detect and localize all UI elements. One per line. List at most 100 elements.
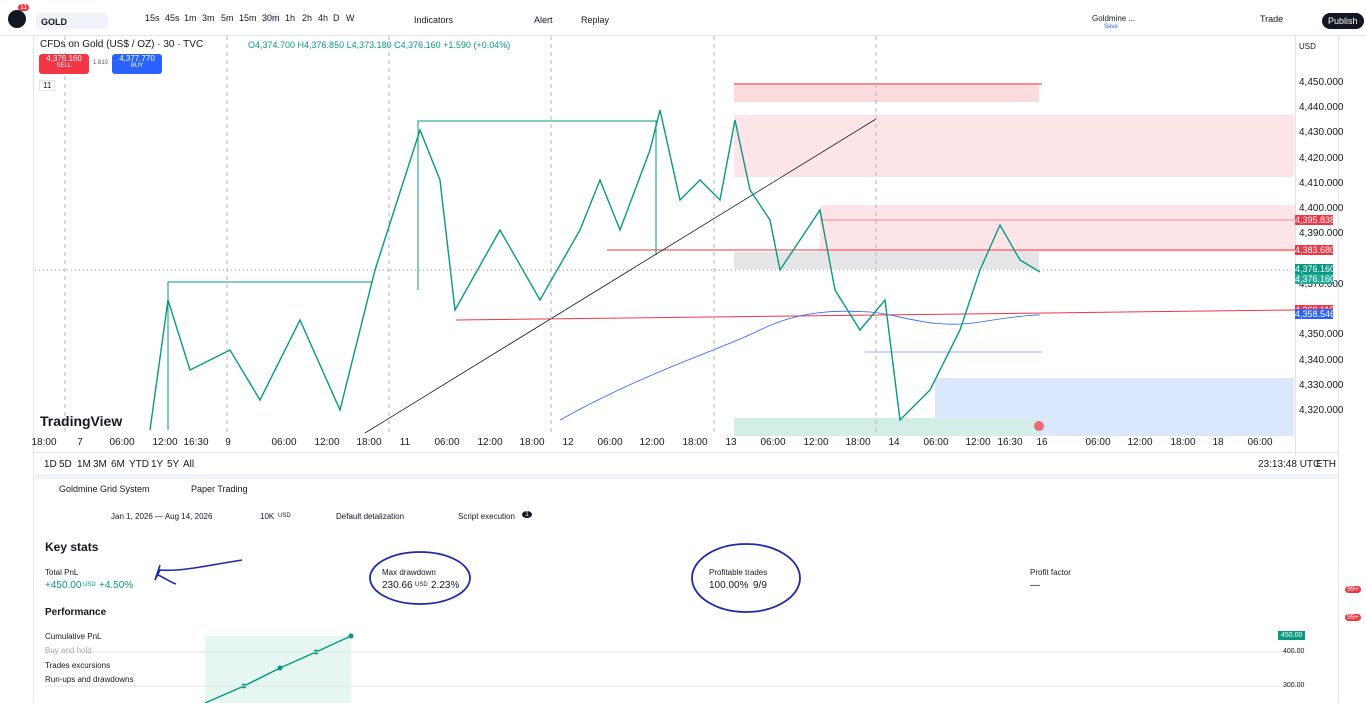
top-toolbar: 11 GOLD 15s 45s 1m 3m 5m 15m 30m 1h 2h 4h D W Indic… [0,0,1366,36]
price-marker: 4,376.160 [1295,274,1336,285]
panel-divider [33,474,1338,479]
axis-label: 450.00 [1278,631,1306,640]
sell-label: SELL [56,63,72,69]
interval[interactable]: 15s [145,13,160,23]
zone [734,418,1039,436]
zone [734,115,1294,177]
interval[interactable]: 1m [184,13,197,23]
price-label: 4,330.000 [1299,379,1344,391]
capital-unit: USD [278,513,291,519]
time-label: 18:00 [519,437,545,448]
replay[interactable]: Replay [581,15,610,25]
time-label: 12:00 [965,437,991,448]
interval[interactable]: 45s [165,13,180,23]
currency: USD [1299,42,1316,51]
avatar[interactable] [8,10,26,28]
interval[interactable]: 5m [221,13,234,23]
legend-item[interactable]: Cumulative PnL [45,632,102,641]
time-label: 18:00 [356,437,382,448]
price-marker: 4,358.546 [1295,308,1336,319]
time-label: 13 [725,437,737,448]
price-label: 4,350.000 [1299,329,1344,341]
trade[interactable]: Trade [1260,14,1284,24]
range[interactable]: 1M [77,459,91,470]
range[interactable]: 3M [93,459,107,470]
interval[interactable]: 15m [239,13,257,23]
broker[interactable]: Paper Trading [191,484,248,494]
time-label: 06:00 [1085,437,1111,448]
price-label: 4,390.000 [1299,228,1344,240]
time-label: 06:00 [760,437,786,448]
capital[interactable]: 10K [260,512,275,521]
time-label: 12:00 [477,437,503,448]
indicators[interactable]: Indicators [414,15,454,25]
interval[interactable]: 1h [285,13,296,23]
price-label: 4,400.000 [1299,203,1344,215]
execution[interactable]: Script execution [458,512,515,521]
symbol[interactable]: GOLD [41,17,67,27]
range[interactable]: 5D [59,459,72,470]
stat-value: +450.00 [45,580,82,591]
stat-extra: 9/9 [753,580,767,591]
price-marker: 4,395.838 [1295,214,1336,225]
price-label: 4,320.000 [1299,404,1344,416]
range[interactable]: 5Y [167,459,180,470]
price-label: 4,370.000 [1299,278,1344,290]
sell-price: 4,376.160 [46,54,82,63]
time-label: 12:00 [803,437,829,448]
interval[interactable]: 3m [202,13,215,23]
publish[interactable]: Publish [1322,13,1364,29]
stat-unit: USD [83,582,96,588]
time-label: 12 [562,437,574,448]
legend-item[interactable]: Run-ups and drawdowns [45,675,134,684]
range[interactable]: 1Y [151,459,164,470]
badge: 11 [18,4,30,11]
sell-button[interactable]: 4,376.160 SELL [39,54,89,74]
price-label: 4,420.000 [1299,152,1344,164]
buy-label: BUY [130,63,144,69]
time-label: 14 [888,437,900,448]
time-label: 16:30 [997,437,1023,448]
interval[interactable]: 30m [262,13,280,23]
detalization[interactable]: Default detalization [336,512,405,521]
interval[interactable]: 2h [302,13,313,23]
left-toolbar [0,36,34,703]
time-label: 12:00 [314,437,340,448]
legend-item[interactable]: Trades excursions [45,661,111,670]
badge: 99+ [1345,586,1361,593]
stat-extra: +4.50% [99,580,134,591]
stat-label: Total PnL [45,568,79,577]
time-label: 06:00 [923,437,949,448]
buy-button[interactable]: 4,377.770 BUY [112,54,162,74]
price-label: 4,340.000 [1299,354,1344,366]
legend-item[interactable]: Buy and hold [45,646,92,655]
layout-name[interactable]: Goldmine ... [1092,14,1136,23]
performance: Performance [45,607,107,618]
alert[interactable]: Alert [534,15,553,25]
time-label: 18:00 [1170,437,1196,448]
range[interactable]: All [183,459,195,470]
strategy[interactable]: Goldmine Grid System [59,484,150,494]
range[interactable]: 6M [111,459,125,470]
time-label: 18:00 [31,437,57,448]
range[interactable]: YTD [129,459,149,470]
layout-status: Save [1104,24,1118,30]
interval[interactable]: W [346,13,355,23]
price-label: 4,450.000 [1299,77,1344,88]
axis-label: 300.00 [1283,682,1305,689]
time-label: 7 [77,437,83,448]
price-marker: 4,376.160 [1295,264,1336,275]
interval[interactable]: 4h [318,13,329,23]
badge: 99+ [1345,614,1361,621]
interval[interactable]: D [333,13,340,23]
range[interactable]: 1D [44,459,57,470]
date-range[interactable]: Jan 1, 2026 — Aug 14, 2026 [111,512,213,521]
stat-label: Profitable trades [709,568,768,577]
price-label: 4,440.000 [1299,102,1344,114]
price-chart [35,36,1295,436]
session: ETH [1316,459,1336,470]
time-label: 18 [1212,437,1224,448]
execution-badge: 1 [522,511,532,518]
zone [734,83,1039,102]
indicator-count[interactable]: 11 [39,80,56,91]
